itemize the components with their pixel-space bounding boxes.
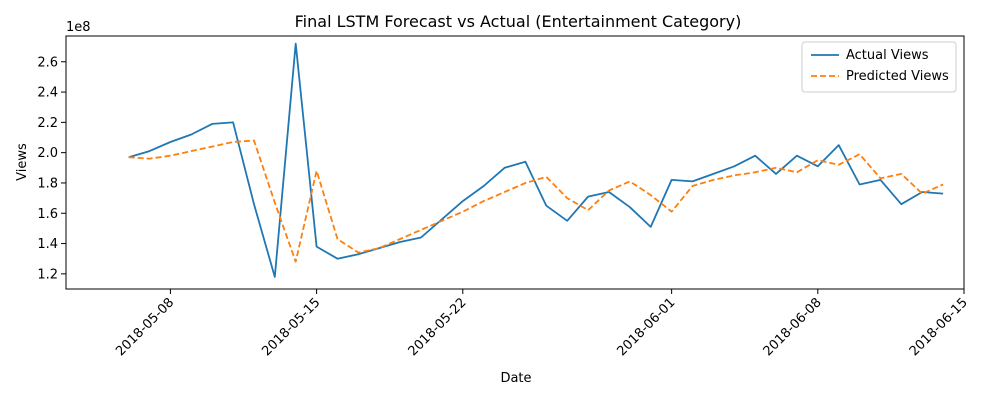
y-tick-label: 2.4 [37, 86, 58, 101]
y-tick-label: 2.2 [37, 116, 58, 131]
legend: Actual Views Predicted Views [801, 41, 957, 93]
series-line-actual [128, 42, 944, 278]
x-tick-label: 2018-06-01 [614, 295, 678, 359]
y-tick-label: 1.4 [37, 237, 58, 252]
legend-label-actual: Actual Views [846, 48, 929, 63]
x-tick-label: 2018-05-22 [406, 295, 470, 359]
x-axis-title: Date [500, 371, 531, 386]
series-layer [128, 42, 944, 278]
plot-frame [65, 35, 965, 290]
x-tick-label: 2018-05-08 [113, 295, 177, 359]
y-tick-label: 1.8 [37, 176, 58, 191]
x-tick-label: 2018-06-08 [761, 295, 825, 359]
x-tick-label: 2018-06-15 [907, 295, 971, 359]
y-multiplier-label: 1e8 [66, 20, 91, 35]
y-tick-label: 2.0 [37, 146, 58, 161]
x-tick-label: 2018-05-15 [259, 295, 323, 359]
series-line-predicted [128, 139, 944, 263]
y-tick-label: 1.6 [37, 207, 58, 222]
y-axis-title: Views [15, 143, 30, 181]
y-axis: 1.2 1.4 1.6 1.8 2.0 2.2 2.4 2.6 [37, 55, 66, 282]
legend-box [801, 41, 957, 93]
x-axis: 2018-05-08 2018-05-15 2018-05-22 2018-06-01… [113, 289, 971, 359]
legend-label-predicted: Predicted Views [846, 69, 949, 84]
y-tick-label: 1.2 [37, 267, 58, 282]
chart-title: Final LSTM Forecast vs Actual (Entertain… [295, 12, 742, 31]
y-tick-label: 2.6 [37, 55, 58, 70]
